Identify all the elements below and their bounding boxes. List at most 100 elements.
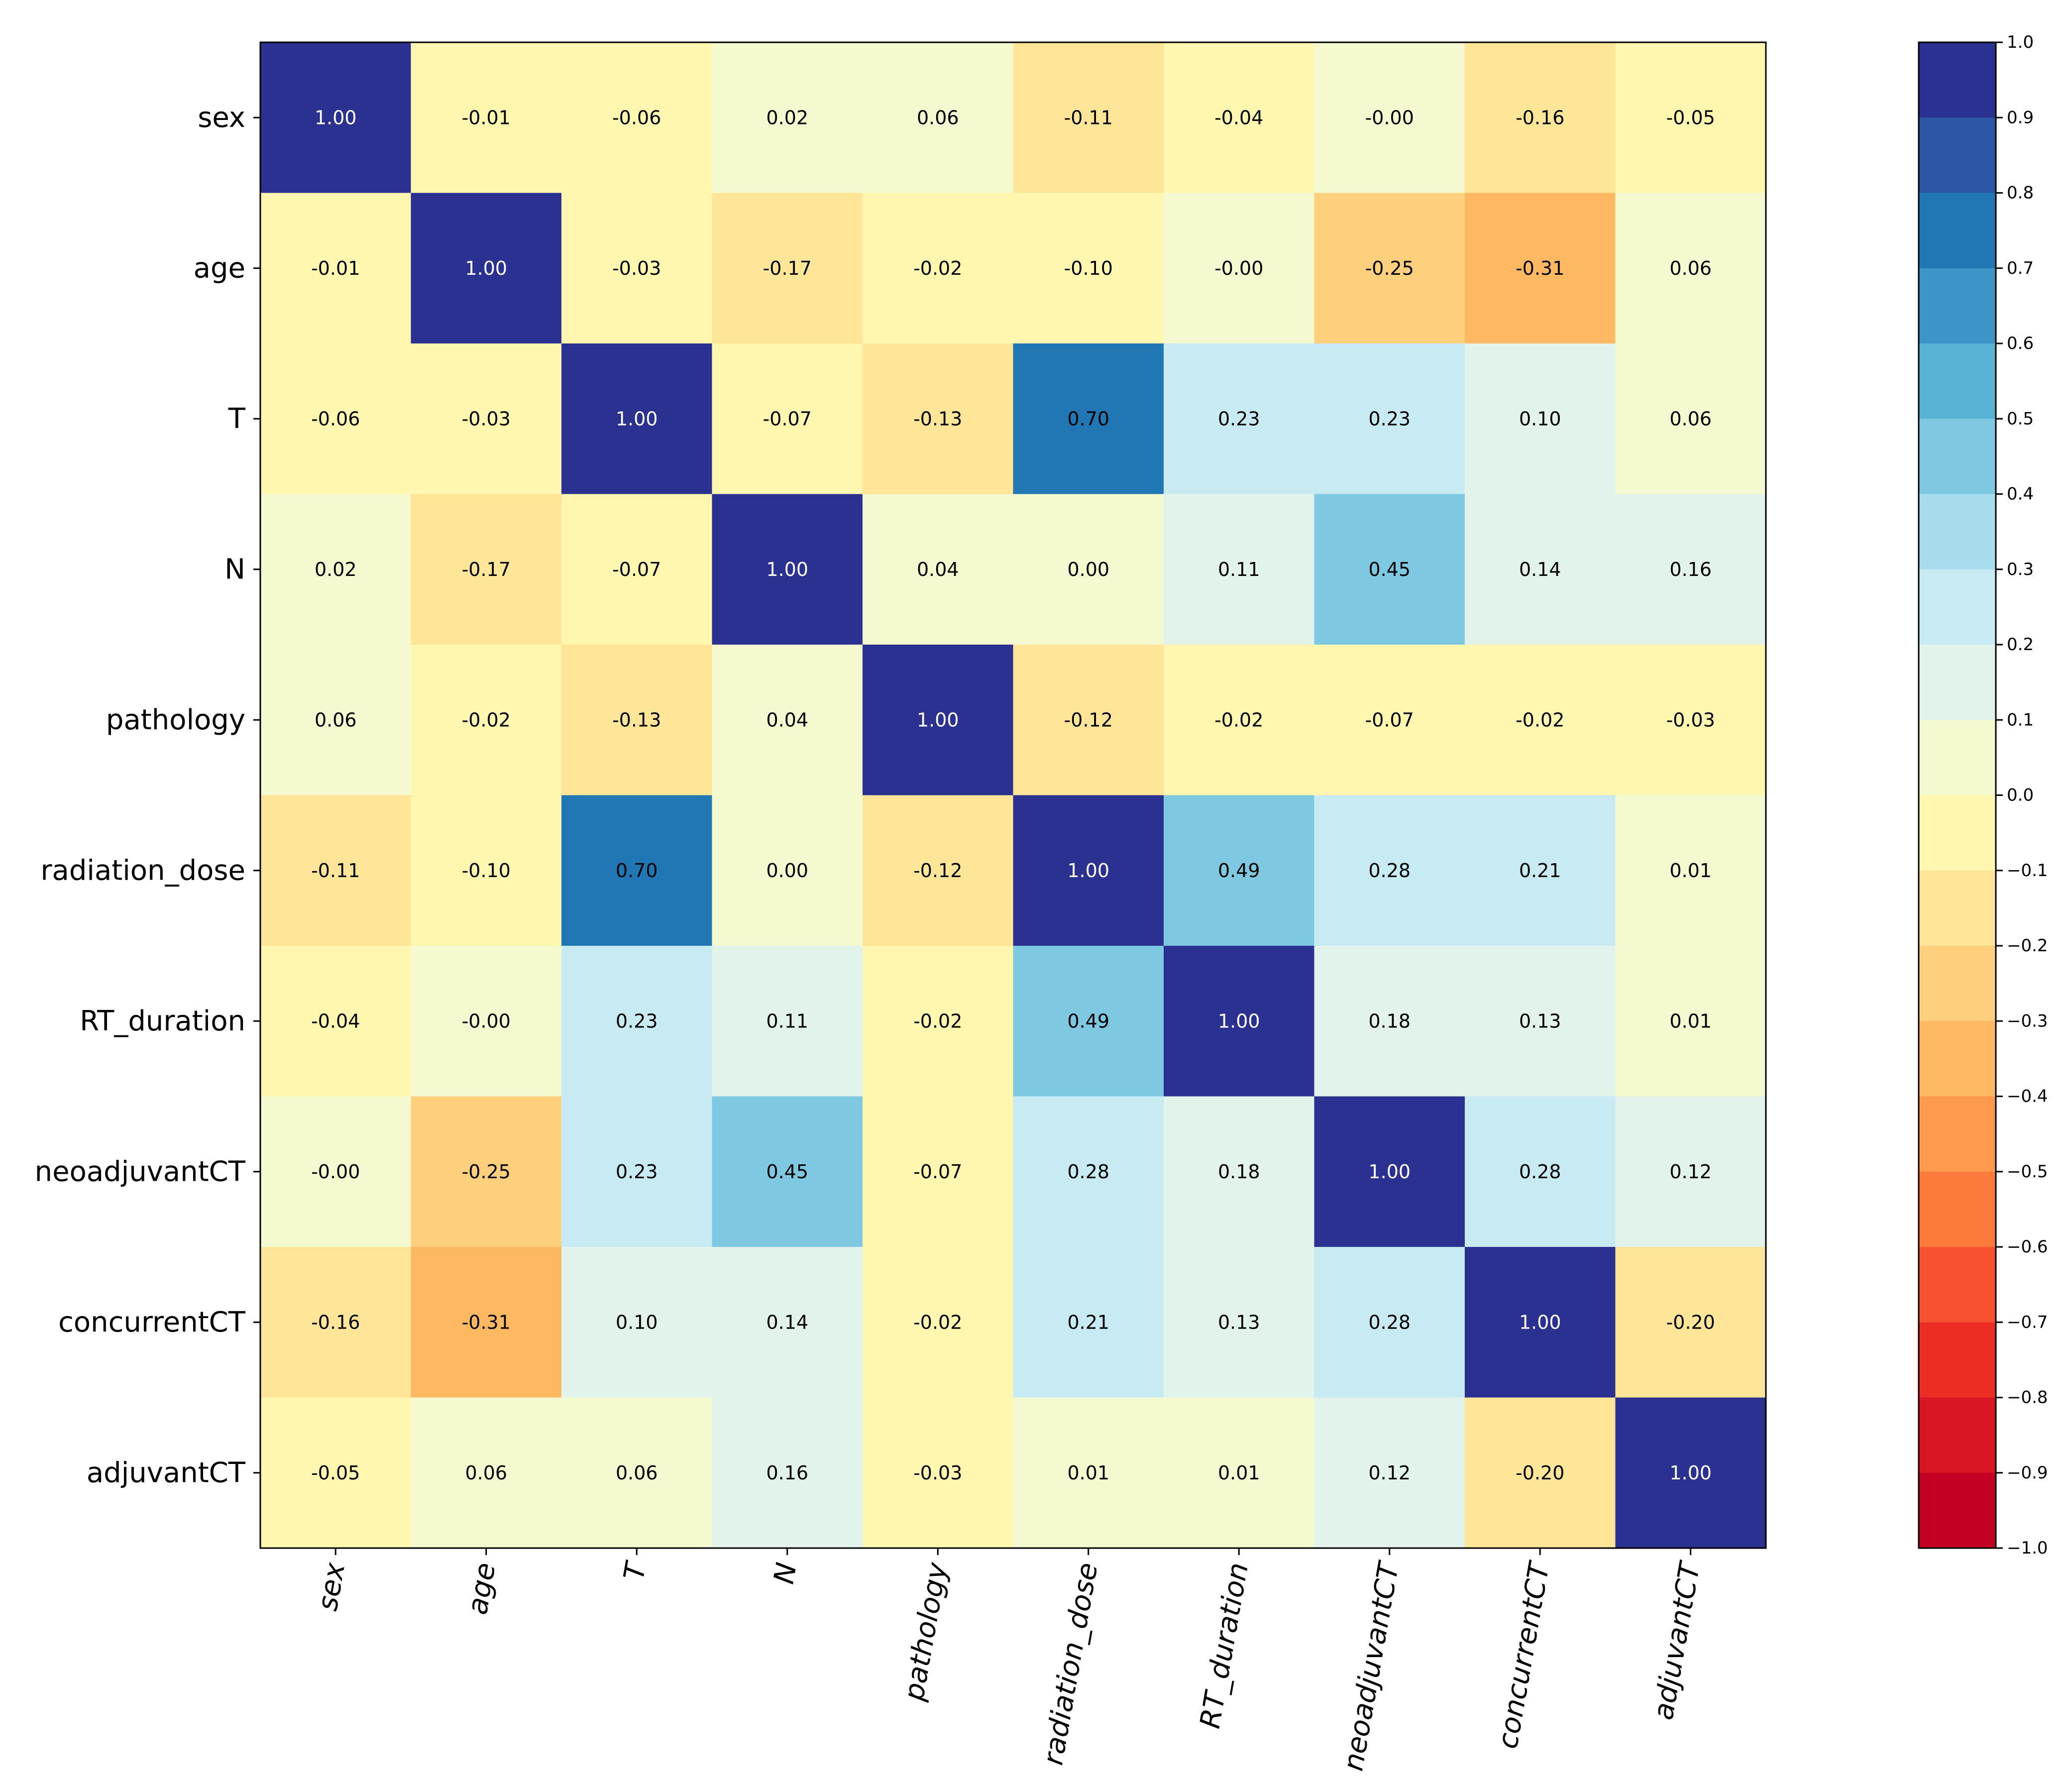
- colorbar-tick-label: 0.2: [2007, 635, 2034, 655]
- cell-value-label: -0.03: [1666, 709, 1715, 731]
- heatmap-cell: [411, 343, 562, 495]
- cell-value-label: -0.02: [462, 709, 511, 731]
- heatmap-cell: [1314, 42, 1465, 194]
- heatmap-cell: [1013, 795, 1164, 946]
- cell-value-label: 0.12: [1368, 1462, 1411, 1484]
- heatmap-cell: [1465, 343, 1616, 495]
- colorbar-bin: [1919, 870, 1996, 946]
- cell-value-label: 0.14: [766, 1311, 808, 1333]
- cell-value-label: -0.07: [612, 559, 661, 580]
- heatmap-cell: [712, 795, 863, 946]
- cell-value-label: -0.16: [1516, 107, 1564, 128]
- cell-value-label: 0.06: [1669, 408, 1712, 430]
- cell-value-label: -0.11: [311, 860, 360, 882]
- cell-value-label: 0.10: [616, 1311, 658, 1333]
- colorbar-tick-label: 0.9: [2007, 108, 2034, 127]
- heatmap-cell: [260, 42, 412, 194]
- heatmap-cell: [561, 645, 713, 796]
- heatmap-cell: [863, 193, 1014, 344]
- heatmap-cell: [1314, 795, 1465, 946]
- cell-value-label: -0.07: [913, 1161, 962, 1183]
- heatmap-cell: [1465, 1397, 1616, 1549]
- cell-value-label: 0.13: [1519, 1010, 1561, 1032]
- colorbar-tick-label: 0.3: [2007, 560, 2034, 579]
- cell-value-label: 1.00: [1218, 1010, 1260, 1032]
- colorbar-tick-label: −0.8: [2007, 1388, 2048, 1408]
- heatmap-cell: [1465, 795, 1616, 946]
- heatmap-cell: [712, 494, 863, 645]
- heatmap-cells: [260, 42, 1766, 1549]
- cell-value-label: -0.12: [1064, 709, 1113, 731]
- heatmap-cell: [1465, 1247, 1616, 1398]
- heatmap-cell: [1314, 645, 1465, 796]
- cell-value-label: 1.00: [1368, 1161, 1411, 1183]
- heatmap-cell: [1314, 193, 1465, 344]
- cell-value-label: -0.05: [1666, 107, 1715, 128]
- cell-value-label: -0.20: [1666, 1311, 1715, 1333]
- cell-value-label: -0.01: [462, 107, 511, 128]
- cell-value-label: 0.21: [1067, 1311, 1109, 1333]
- cell-value-label: 0.16: [1669, 559, 1712, 580]
- x-tick-label: neoadjuvantCT: [1337, 1559, 1406, 1774]
- heatmap-cell: [260, 343, 412, 495]
- cell-value-label: 0.06: [1669, 257, 1712, 279]
- cell-value-label: 0.23: [1368, 408, 1411, 430]
- colorbar-bin: [1919, 1096, 1996, 1172]
- heatmap-cell: [1615, 1247, 1766, 1398]
- cell-value-label: -0.06: [311, 408, 360, 430]
- cell-value-label: -0.16: [311, 1311, 360, 1333]
- heatmap-cell: [712, 42, 863, 194]
- heatmap-cell: [411, 1247, 562, 1398]
- colorbar-tick-label: −0.9: [2007, 1463, 2048, 1483]
- colorbar-bin: [1919, 494, 1996, 570]
- cell-value-label: 0.01: [1067, 1462, 1109, 1484]
- heatmap-cell: [712, 1247, 863, 1398]
- cell-value-label: -0.00: [462, 1010, 511, 1032]
- colorbar-tick-label: 0.6: [2007, 334, 2034, 353]
- heatmap-cell: [863, 494, 1014, 645]
- heatmap-cell: [260, 1397, 412, 1549]
- heatmap-cell: [863, 946, 1014, 1097]
- colorbar-tick-label: −0.2: [2007, 936, 2048, 956]
- x-tick-label: age: [461, 1560, 502, 1617]
- heatmap-cell: [1465, 946, 1616, 1097]
- heatmap-cell: [1465, 1096, 1616, 1247]
- heatmap-cell: [1615, 645, 1766, 796]
- colorbar-bin: [1919, 1021, 1996, 1097]
- cell-value-label: -0.03: [612, 257, 661, 279]
- heatmap-cell: [1164, 494, 1315, 645]
- heatmap-cell: [260, 193, 412, 344]
- x-tick-label: adjuvantCT: [1647, 1559, 1707, 1722]
- colorbar-tick-label: 0.5: [2007, 409, 2034, 429]
- heatmap-cell: [1314, 946, 1465, 1097]
- heatmap-cell: [260, 946, 412, 1097]
- colorbar-bin: [1919, 645, 1996, 720]
- heatmap-cell: [411, 946, 562, 1097]
- heatmap-cell: [561, 1397, 713, 1549]
- cell-value-label: 0.28: [1368, 1311, 1411, 1333]
- cell-value-label: 0.28: [1519, 1161, 1561, 1183]
- cell-value-label: -0.11: [1064, 107, 1113, 128]
- heatmap-cell: [712, 946, 863, 1097]
- colorbar-bin: [1919, 1472, 1996, 1549]
- heatmap-cell: [260, 1247, 412, 1398]
- heatmap-cell: [1013, 946, 1164, 1097]
- cell-value-label: 0.45: [766, 1161, 808, 1183]
- heatmap-cell: [411, 42, 562, 194]
- y-tick-label: neoadjuvantCT: [35, 1155, 246, 1188]
- cell-value-label: 0.00: [1067, 559, 1109, 580]
- cell-value-label: 0.49: [1218, 860, 1260, 882]
- y-tick-label: sex: [198, 102, 245, 134]
- cell-value-label: 0.01: [1218, 1462, 1260, 1484]
- heatmap-cell: [863, 1247, 1014, 1398]
- cell-value-label: 0.14: [1519, 559, 1561, 580]
- y-tick-label: T: [228, 403, 246, 435]
- x-tick-label: sex: [311, 1560, 351, 1613]
- heatmap-cell: [1164, 946, 1315, 1097]
- heatmap-cell: [863, 795, 1014, 946]
- cell-value-label: 0.06: [917, 107, 959, 128]
- cell-value-label: -0.01: [311, 257, 360, 279]
- cell-value-label: 0.70: [616, 860, 658, 882]
